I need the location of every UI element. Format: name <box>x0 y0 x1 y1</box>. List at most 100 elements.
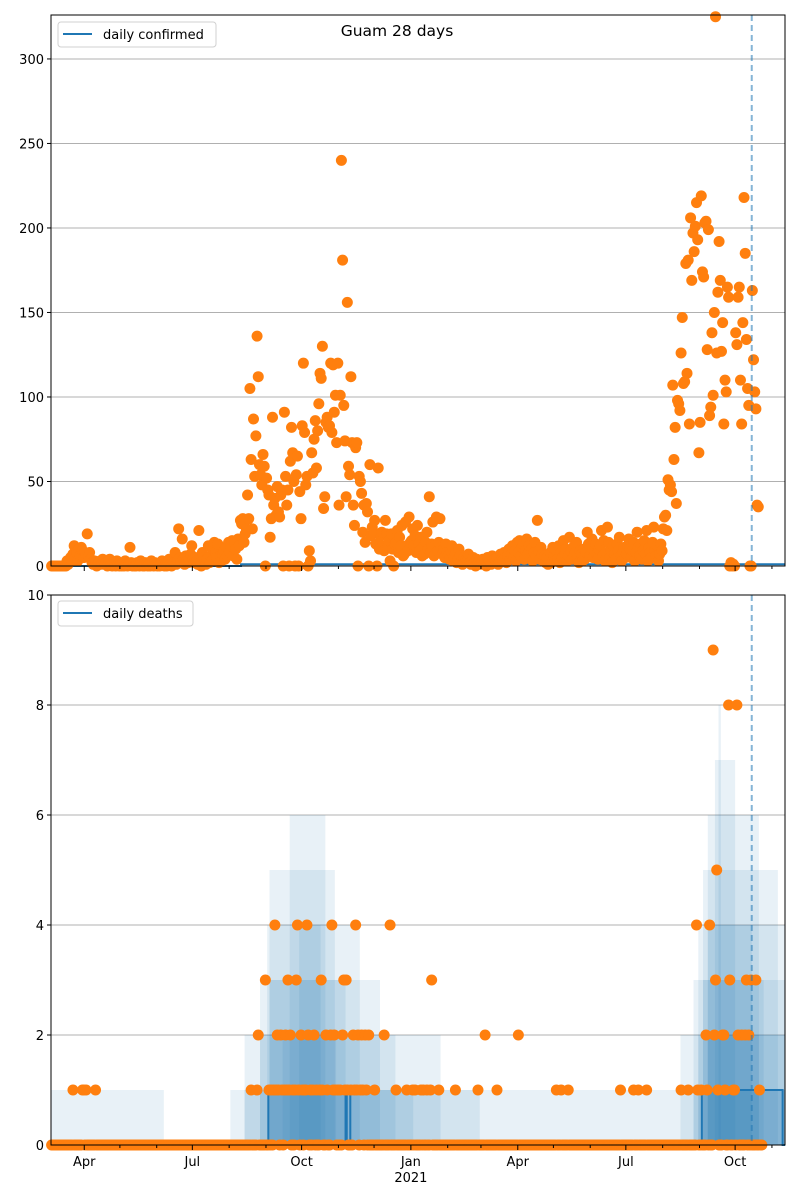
data-point <box>632 1084 644 1096</box>
data-point <box>700 1029 712 1041</box>
data-point <box>282 484 294 496</box>
data-point <box>433 1084 445 1096</box>
data-point <box>729 1084 741 1096</box>
data-point <box>360 497 372 509</box>
data-point <box>300 479 312 491</box>
data-point <box>390 1084 402 1096</box>
data-point <box>670 497 682 509</box>
x-tick-label: Jan <box>400 1155 421 1170</box>
data-point <box>715 345 727 357</box>
y-tick-label: 250 <box>19 137 44 152</box>
data-point <box>251 1084 263 1096</box>
data-point <box>328 1029 340 1041</box>
legend-confirmed: daily confirmed <box>57 21 217 48</box>
data-point <box>340 491 352 503</box>
data-point <box>244 383 256 395</box>
y-tick-label: 10 <box>27 589 44 604</box>
x-tick-label: Oct <box>290 1155 312 1170</box>
legend-label-confirmed: daily confirmed <box>103 28 204 43</box>
data-point <box>674 405 686 417</box>
data-point <box>682 254 694 266</box>
data-point <box>660 509 672 521</box>
y-tick-label: 150 <box>19 306 44 321</box>
x-tick-label: Apr <box>507 1155 530 1170</box>
data-point <box>369 514 381 526</box>
y-tick-label: 4 <box>36 919 44 934</box>
data-point <box>379 514 391 526</box>
data-point <box>231 553 243 565</box>
band-inner <box>268 1090 414 1145</box>
x-tick-year-label: 2021 <box>394 1171 427 1186</box>
data-point <box>309 415 321 427</box>
data-point <box>689 220 701 232</box>
data-point <box>284 1029 296 1041</box>
band-outer <box>714 760 736 1145</box>
data-point <box>711 864 723 876</box>
x-tick-label: Jul <box>183 1155 200 1170</box>
band-middle <box>693 1090 785 1145</box>
data-point <box>291 450 303 462</box>
data-point <box>90 1084 102 1096</box>
y-tick-label: 8 <box>36 699 44 714</box>
data-point <box>738 192 750 204</box>
data-point <box>708 1029 720 1041</box>
data-point <box>291 919 303 931</box>
data-point <box>354 475 366 487</box>
data-point <box>312 425 324 437</box>
data-point <box>360 1084 372 1096</box>
band-inner <box>703 1090 784 1145</box>
data-point <box>364 459 376 471</box>
data-point <box>267 411 279 423</box>
data-point <box>281 499 293 511</box>
chart-title: Guam 28 days <box>341 22 454 40</box>
data-point <box>356 487 368 499</box>
data-point <box>731 339 743 351</box>
data-point <box>434 513 446 525</box>
data-point <box>723 699 735 711</box>
data-point <box>343 460 355 472</box>
data-point <box>299 426 311 438</box>
data-point <box>750 403 762 415</box>
data-point <box>693 447 705 459</box>
data-point <box>308 433 320 445</box>
data-point <box>708 306 720 318</box>
data-point <box>668 454 680 466</box>
data-point <box>491 1084 503 1096</box>
data-point <box>692 234 704 246</box>
data-point <box>326 919 338 931</box>
data-point <box>613 531 625 543</box>
data-point <box>730 327 742 339</box>
data-point <box>193 525 205 537</box>
data-point <box>706 327 718 339</box>
band-outer <box>260 980 380 1145</box>
data-point <box>719 1084 731 1096</box>
data-point <box>318 503 330 515</box>
data-point <box>313 398 325 410</box>
axes-frame <box>50 14 786 567</box>
data-point <box>315 974 327 986</box>
y-tick-label: 200 <box>19 222 44 237</box>
data-point <box>641 1084 653 1096</box>
data-point <box>423 491 435 503</box>
x-tick-label: Apr <box>73 1155 96 1170</box>
band-outer <box>703 870 778 1145</box>
band-middle <box>269 980 346 1145</box>
data-point <box>403 511 415 523</box>
data-point <box>531 514 543 526</box>
data-point <box>712 286 724 298</box>
data-point <box>666 486 678 498</box>
data-point <box>176 533 188 545</box>
data-point <box>315 372 327 384</box>
data-point <box>348 519 360 531</box>
data-point <box>333 499 345 511</box>
data-point <box>351 437 363 449</box>
data-point <box>720 386 732 398</box>
data-point <box>331 437 343 449</box>
data-point <box>173 523 185 535</box>
data-point <box>707 644 719 656</box>
data-point <box>752 501 764 513</box>
confirmed-axes: 0 50 100 150 200 250 300 <box>19 11 786 575</box>
data-point <box>372 462 384 474</box>
data-point <box>378 1029 390 1041</box>
